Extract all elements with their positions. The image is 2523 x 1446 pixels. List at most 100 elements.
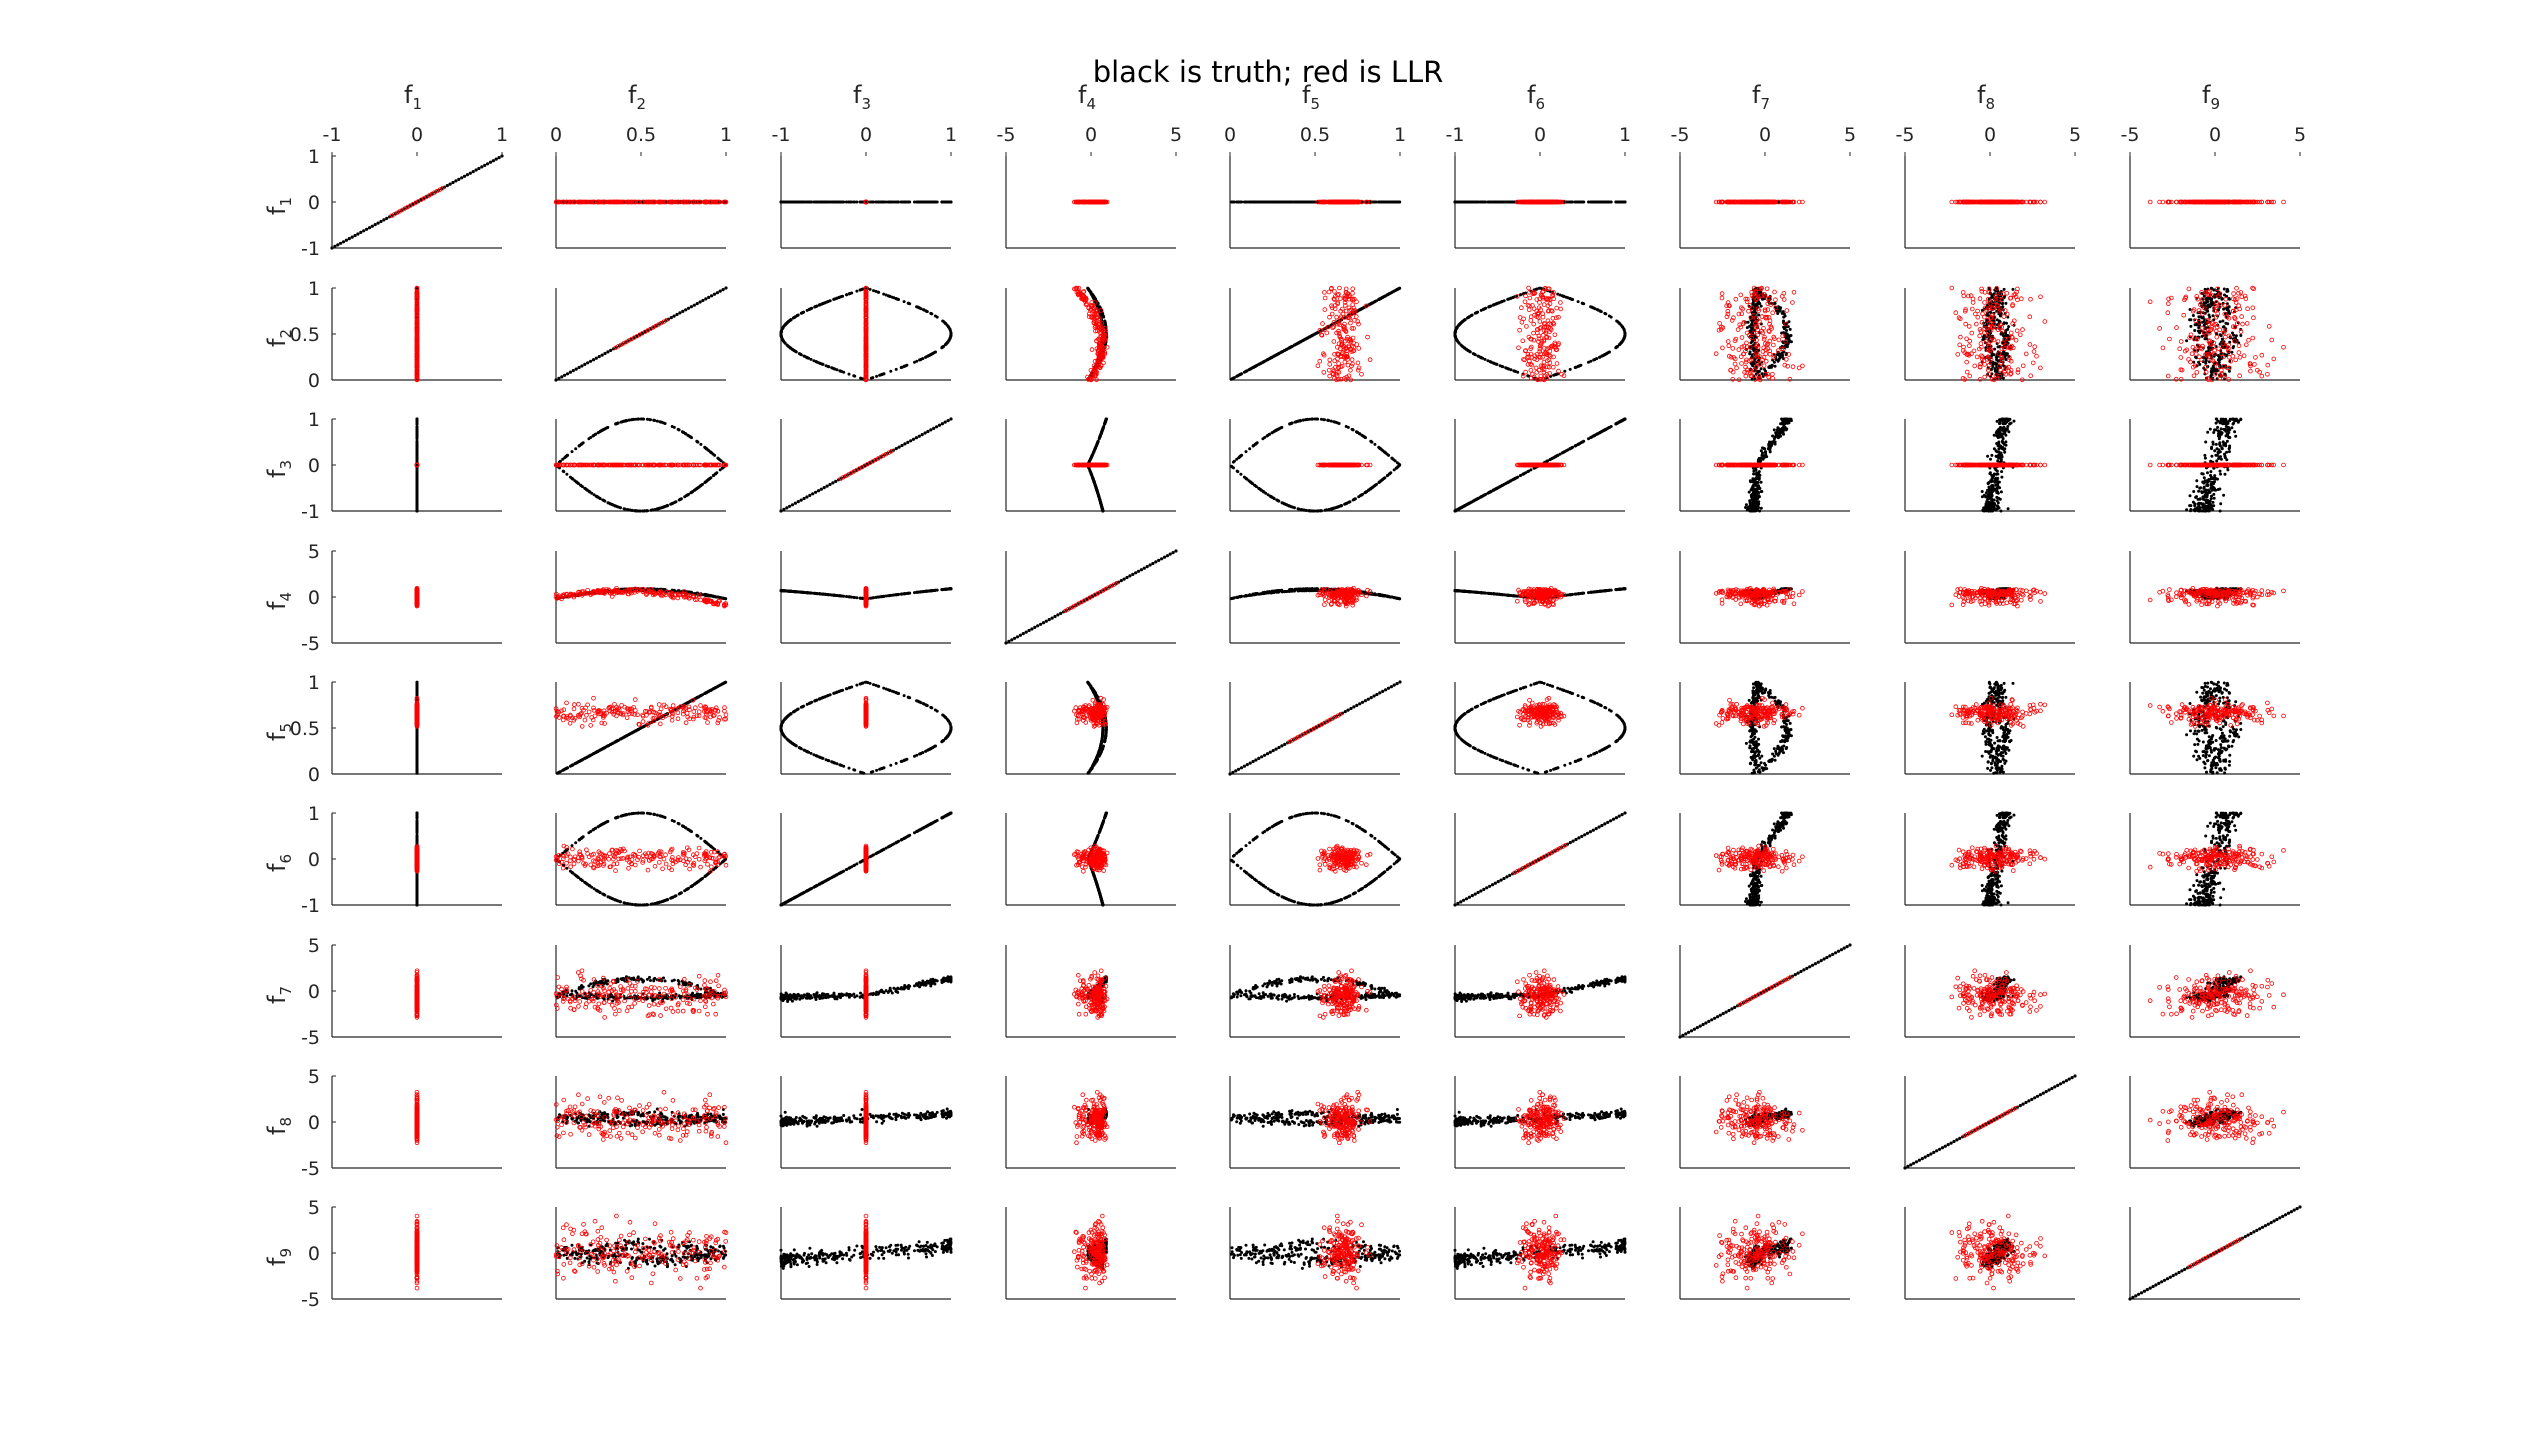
- truth-point: [713, 293, 716, 296]
- truth-point: [483, 164, 486, 167]
- truth-point: [1256, 201, 1259, 204]
- truth-point: [1620, 201, 1623, 204]
- truth-point: [799, 201, 802, 204]
- truth-point: [449, 183, 452, 186]
- truth-point: [815, 201, 818, 204]
- truth-point: [354, 234, 357, 237]
- truth-point: [454, 179, 457, 182]
- truth-point: [710, 294, 713, 297]
- truth-point: [601, 354, 604, 357]
- truth-point: [833, 201, 836, 204]
- truth-point: [368, 226, 371, 229]
- truth-point: [385, 217, 388, 220]
- truth-point: [699, 300, 702, 303]
- truth-point: [575, 368, 578, 371]
- truth-point: [1607, 201, 1610, 204]
- truth-point: [724, 286, 727, 289]
- truth-point: [922, 201, 925, 204]
- truth-point: [382, 218, 385, 221]
- truth-point: [1262, 201, 1265, 204]
- truth-point: [789, 201, 792, 204]
- truth-point: [889, 201, 892, 204]
- truth-point: [351, 236, 354, 239]
- truth-point: [446, 184, 449, 187]
- truth-point: [670, 316, 673, 319]
- truth-point: [1308, 201, 1311, 204]
- truth-point: [687, 307, 690, 310]
- truth-point: [466, 173, 469, 176]
- truth-point: [690, 305, 693, 308]
- truth-point: [929, 201, 932, 204]
- panel-points: [1072, 200, 1109, 204]
- panel-points: [1950, 200, 2047, 204]
- truth-point: [855, 290, 858, 293]
- truth-point: [569, 371, 572, 374]
- truth-point: [1458, 201, 1461, 204]
- truth-point: [903, 201, 906, 204]
- truth-point: [578, 366, 581, 369]
- truth-point: [946, 201, 949, 204]
- truth-point: [554, 378, 557, 381]
- truth-point: [609, 349, 612, 352]
- truth-point: [580, 364, 583, 367]
- truth-point: [848, 201, 851, 204]
- truth-point: [780, 201, 783, 204]
- truth-point: [1596, 201, 1599, 204]
- truth-point: [498, 156, 501, 159]
- truth-point: [907, 201, 910, 204]
- truth-point: [1311, 201, 1314, 204]
- truth-point: [704, 297, 707, 300]
- truth-point: [371, 225, 374, 228]
- truth-point: [933, 201, 936, 204]
- truth-point: [563, 374, 566, 377]
- panel-points: [1230, 200, 1401, 204]
- truth-point: [678, 311, 681, 314]
- truth-point: [595, 357, 598, 360]
- truth-point: [1603, 201, 1606, 204]
- truth-point: [838, 201, 841, 204]
- truth-point: [1512, 201, 1515, 204]
- truth-point: [362, 229, 365, 232]
- truth-point: [472, 170, 475, 173]
- truth-point: [1593, 201, 1596, 204]
- truth-point: [566, 372, 569, 375]
- truth-point: [342, 240, 345, 243]
- figure-title: black is truth; red is LLR: [1093, 55, 1444, 89]
- truth-point: [583, 363, 586, 366]
- truth-point: [919, 201, 922, 204]
- truth-point: [941, 201, 944, 204]
- truth-point: [1473, 201, 1476, 204]
- truth-point: [681, 310, 684, 313]
- truth-point: [1569, 201, 1572, 204]
- truth-point: [874, 201, 877, 204]
- truth-point: [853, 201, 856, 204]
- truth-point: [696, 302, 699, 305]
- truth-point: [1379, 201, 1382, 204]
- truth-point: [477, 167, 480, 170]
- truth-point: [1481, 201, 1484, 204]
- truth-point: [495, 158, 498, 161]
- truth-point: [598, 355, 601, 358]
- truth-point: [1392, 201, 1395, 204]
- truth-point: [684, 308, 687, 311]
- truth-point: [480, 165, 483, 168]
- truth-point: [900, 201, 903, 204]
- truth-point: [1601, 201, 1604, 204]
- truth-point: [895, 368, 898, 371]
- panel-points: [1714, 200, 1804, 204]
- truth-point: [1577, 201, 1580, 204]
- truth-point: [1454, 201, 1457, 204]
- truth-point: [1293, 201, 1296, 204]
- truth-point: [675, 313, 678, 316]
- truth-point: [486, 162, 489, 165]
- truth-point: [606, 350, 609, 353]
- truth-point: [1388, 201, 1391, 204]
- truth-point: [572, 369, 575, 372]
- truth-point: [673, 315, 676, 318]
- truth-point: [603, 352, 606, 355]
- truth-point: [560, 375, 563, 378]
- truth-point: [469, 172, 472, 175]
- panel-points: [554, 200, 728, 204]
- truth-point: [701, 299, 704, 302]
